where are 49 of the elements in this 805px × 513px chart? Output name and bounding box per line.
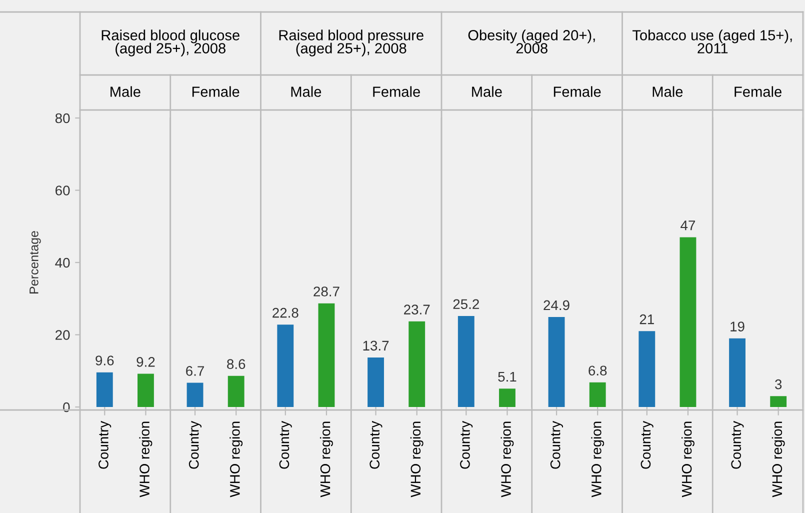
y-axis-title: Percentage (30, 231, 41, 294)
data-label: 19 (730, 322, 744, 332)
x-tick-label: Country (460, 420, 473, 469)
chart-title: Female (373, 86, 420, 97)
x-tick-label: Country (98, 420, 112, 469)
data-label: 13.7 (363, 340, 389, 351)
x-tick-label: Country (640, 420, 654, 469)
data-label: 8.6 (227, 359, 246, 370)
data-label: 9.2 (136, 357, 155, 367)
x-tick-label: Country (188, 420, 202, 469)
data-label: 22.8 (272, 308, 298, 318)
x-tick-label: Country (550, 420, 563, 469)
chart-title: Male (110, 86, 140, 97)
chart-title: Male (291, 86, 322, 97)
x-tick-label: WHO region (410, 422, 424, 498)
data-label: 28.7 (314, 286, 340, 296)
data-label: 21 (640, 314, 654, 324)
chart-title: Male (472, 86, 502, 97)
y-tick-label: 60 (56, 186, 70, 196)
data-label: 24.9 (544, 300, 570, 310)
chart-subtitle: Raised blood glucose (aged 25+), 2008 (102, 30, 240, 56)
x-tick-label: Country (731, 420, 744, 469)
y-tick-label: 20 (56, 330, 70, 340)
y-tick-label: 40 (55, 258, 70, 268)
chart-subtitle: Obesity (aged 20+), 2008 (468, 30, 595, 54)
data-label: 23.7 (404, 304, 430, 314)
chart-subtitle: Tobacco use (aged 15+), 2011 (632, 30, 792, 54)
x-tick-label: WHO region (591, 422, 604, 498)
x-tick-label: Country (279, 420, 292, 469)
data-label: 3 (775, 379, 782, 390)
chart-title: Female (554, 86, 601, 97)
data-label: 47 (680, 220, 696, 230)
data-label: 6.8 (588, 366, 607, 376)
x-tick-label: WHO region (230, 422, 243, 498)
x-tick-label: WHO region (500, 422, 514, 498)
x-tick-label: WHO region (682, 422, 694, 498)
data-label: 25.2 (453, 299, 479, 310)
data-label: 5.1 (498, 372, 516, 382)
data-label: 9.6 (96, 356, 114, 366)
chart-subtitle: Raised blood pressure (aged 25+), 2008 (279, 30, 424, 56)
x-tick-label: Country (370, 420, 382, 469)
x-tick-label: WHO region (320, 422, 333, 498)
y-tick-label: 80 (55, 113, 70, 124)
chart-title: Male (652, 86, 683, 97)
x-tick-label: WHO region (139, 422, 152, 498)
x-tick-label: WHO region (772, 422, 785, 498)
chart-title: Female (734, 86, 782, 97)
data-label: 6.7 (186, 366, 204, 376)
chart-title: Female (192, 86, 240, 97)
